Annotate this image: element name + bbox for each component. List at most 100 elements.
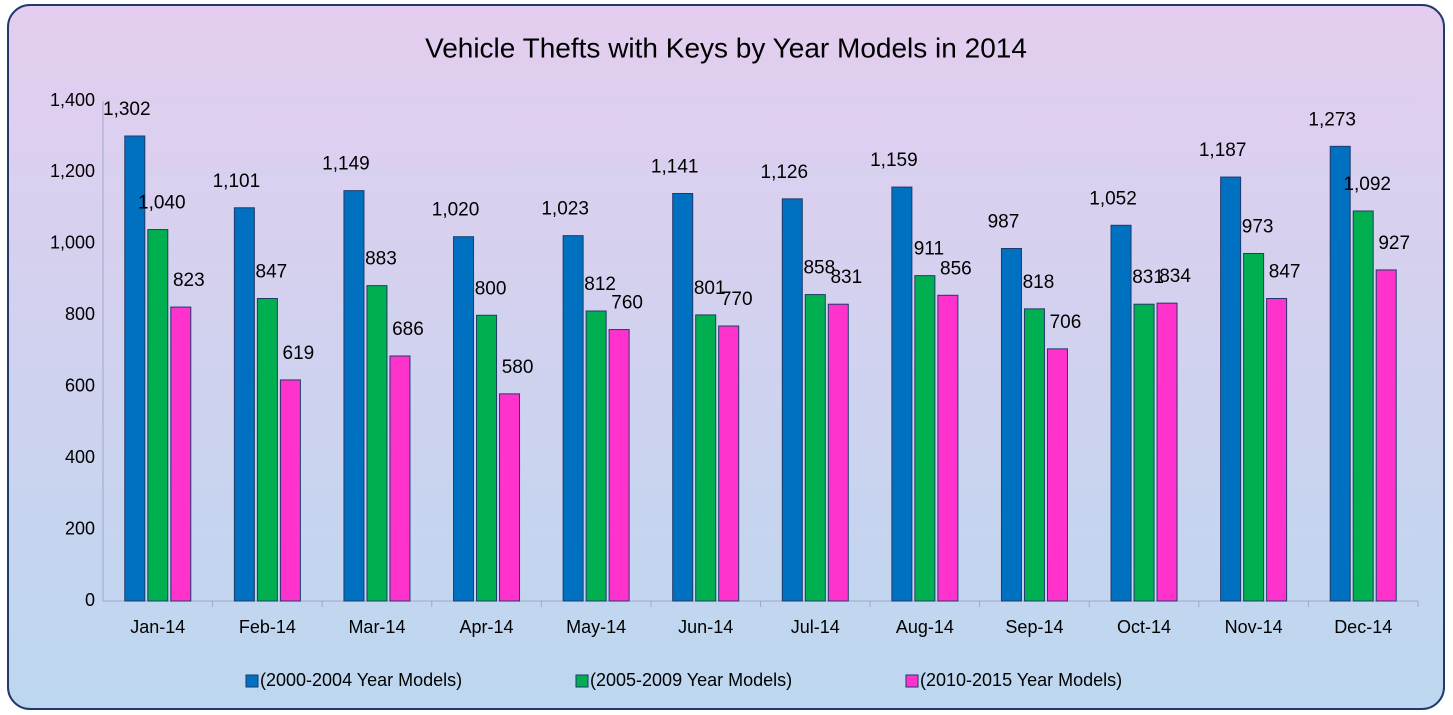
data-label: 818 — [1023, 272, 1055, 293]
bar — [718, 325, 740, 602]
bar — [1329, 145, 1351, 602]
data-label: 834 — [1159, 266, 1191, 287]
data-label: 812 — [584, 274, 616, 295]
bar — [476, 314, 498, 602]
data-label: 1,149 — [322, 154, 370, 175]
bar — [124, 135, 146, 602]
bar — [672, 193, 694, 602]
data-label: 1,101 — [213, 171, 261, 192]
data-label: 580 — [502, 357, 534, 378]
bar — [147, 229, 169, 602]
bar — [562, 235, 584, 602]
y-tick-label: 800 — [65, 304, 95, 324]
bar — [499, 393, 521, 602]
data-label: 801 — [694, 278, 726, 299]
chart-title: Vehicle Thefts with Keys by Year Models … — [425, 32, 1027, 63]
bar — [1266, 298, 1288, 602]
data-label: 831 — [830, 267, 862, 288]
bar — [389, 355, 411, 602]
bar — [279, 379, 301, 602]
data-label: 1,052 — [1089, 188, 1137, 209]
data-label: 858 — [803, 258, 835, 279]
x-tick-label: Mar-14 — [348, 617, 405, 637]
y-tick-label: 600 — [65, 375, 95, 395]
x-tick-label: Feb-14 — [239, 617, 296, 637]
bar — [366, 285, 388, 602]
legend-swatch — [575, 674, 589, 688]
bar — [170, 306, 192, 602]
x-tick-label: Oct-14 — [1117, 617, 1171, 637]
data-label: 1,040 — [138, 193, 186, 214]
bar — [827, 303, 849, 602]
legend-label: (2010-2015 Year Models) — [920, 670, 1122, 690]
y-tick-label: 1,000 — [50, 233, 95, 253]
data-label: 686 — [392, 319, 424, 340]
x-tick-label: Dec-14 — [1334, 617, 1392, 637]
data-label: 823 — [173, 270, 205, 291]
y-tick-label: 0 — [85, 590, 95, 610]
data-label: 1,126 — [761, 162, 809, 183]
bar — [608, 329, 630, 602]
bar — [256, 298, 278, 602]
data-label: 1,187 — [1199, 140, 1247, 161]
bar — [1023, 308, 1045, 602]
y-tick-label: 1,200 — [50, 161, 95, 181]
legend-swatch — [245, 674, 259, 688]
bar — [1110, 224, 1132, 602]
data-label: 987 — [988, 212, 1020, 233]
bar — [233, 207, 255, 602]
data-label: 1,020 — [432, 200, 480, 221]
bar — [1000, 248, 1022, 602]
x-tick-label: Jun-14 — [678, 617, 733, 637]
data-label: 927 — [1378, 233, 1410, 254]
data-label: 831 — [1132, 267, 1164, 288]
data-label: 1,141 — [651, 157, 699, 178]
bar — [1133, 303, 1155, 602]
data-label: 883 — [365, 249, 397, 270]
data-label: 911 — [914, 239, 944, 260]
data-label: 847 — [256, 262, 288, 283]
x-tick-label: Apr-14 — [460, 617, 514, 637]
data-label: 1,092 — [1343, 174, 1391, 195]
bar — [914, 275, 936, 602]
x-tick-label: Jul-14 — [791, 617, 840, 637]
legend-label: (2000-2004 Year Models) — [260, 670, 462, 690]
legend-swatch — [905, 674, 919, 688]
data-label: 973 — [1242, 217, 1274, 238]
data-label: 770 — [721, 289, 753, 310]
x-tick-label: Sep-14 — [1005, 617, 1063, 637]
y-tick-label: 400 — [65, 447, 95, 467]
bar — [1156, 302, 1178, 602]
data-label: 760 — [611, 293, 643, 314]
bar — [891, 186, 913, 602]
data-label: 1,159 — [870, 150, 918, 171]
data-label: 619 — [283, 343, 315, 364]
data-label: 1,302 — [103, 99, 151, 120]
data-label: 1,023 — [541, 199, 589, 220]
bar — [1046, 348, 1068, 602]
bar — [781, 198, 803, 602]
x-tick-label: Aug-14 — [896, 617, 954, 637]
bar — [453, 236, 475, 602]
bar — [1375, 269, 1397, 602]
bar — [1352, 210, 1374, 602]
bar — [343, 190, 365, 602]
bar — [1220, 176, 1242, 602]
bar — [804, 294, 826, 602]
data-label: 856 — [940, 258, 972, 279]
bar — [585, 310, 607, 602]
data-label: 847 — [1269, 262, 1301, 283]
data-label: 706 — [1050, 312, 1082, 333]
data-label: 1,273 — [1308, 109, 1356, 130]
y-tick-label: 1,400 — [50, 90, 95, 110]
data-label: 800 — [475, 278, 507, 299]
x-tick-label: Nov-14 — [1225, 617, 1283, 637]
x-tick-label: May-14 — [566, 617, 626, 637]
legend-label: (2005-2009 Year Models) — [590, 670, 792, 690]
bar — [937, 294, 959, 602]
y-tick-label: 200 — [65, 518, 95, 538]
bar — [1243, 253, 1265, 602]
bar — [695, 314, 717, 602]
x-tick-label: Jan-14 — [130, 617, 185, 637]
